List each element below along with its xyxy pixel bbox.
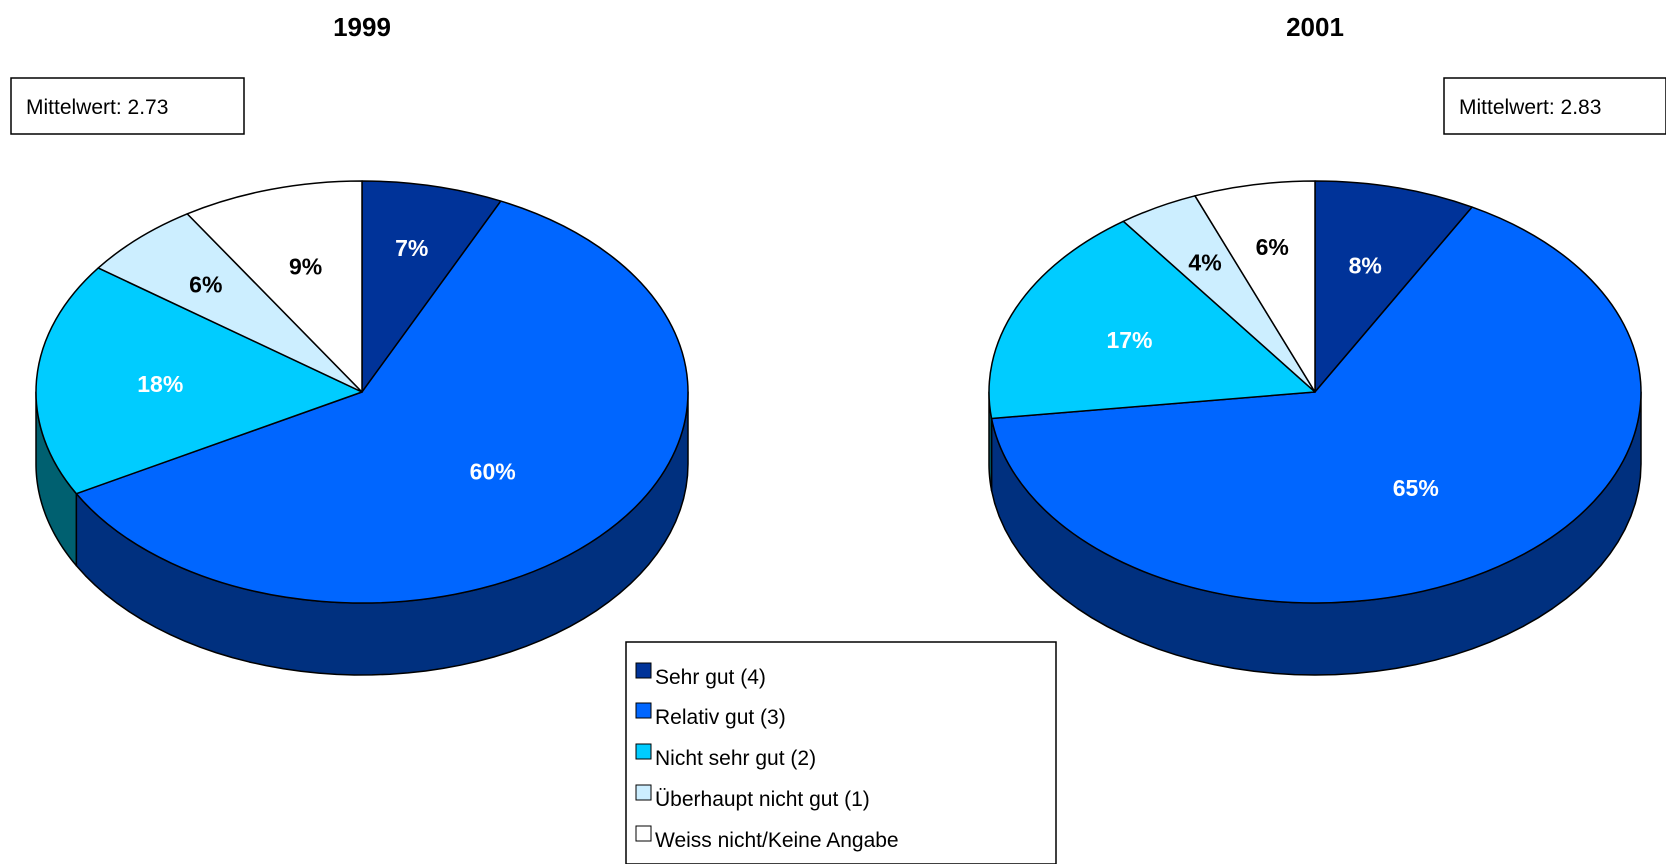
pie-label-ueberhaupt-nicht-gut: 6%: [189, 271, 222, 297]
legend-item-nicht-sehr-gut: Nicht sehr gut (2): [635, 743, 816, 770]
pie-slice-weiss-nicht: [186, 180, 363, 393]
pie-slice-relativ-gut: [990, 206, 1642, 604]
legend-item-ueberhaupt-nicht-gut: Überhaupt nicht gut (1): [635, 784, 870, 811]
legend-label: Sehr gut (4): [655, 666, 766, 689]
mean-label-1999: Mittelwert: 2.73: [26, 96, 168, 119]
pie-label-relativ-gut: 60%: [470, 458, 516, 484]
pie-slice-weiss-nicht: [1194, 180, 1316, 393]
pie-slice-nicht-sehr-gut: [988, 220, 1316, 420]
pie-label-relativ-gut: 65%: [1393, 475, 1439, 501]
legend-item-sehr-gut: Sehr gut (4): [635, 662, 766, 689]
chart-title-2001: 2001: [1286, 12, 1344, 42]
pie-label-weiss-nicht: 6%: [1256, 234, 1289, 260]
legend-swatch: [635, 702, 652, 719]
legend: Sehr gut (4) Relativ gut (3) Nicht sehr …: [625, 641, 1057, 864]
pie-label-weiss-nicht: 9%: [289, 253, 322, 279]
pie-label-sehr-gut: 7%: [395, 235, 428, 261]
pie-slice-sehr-gut: [361, 180, 502, 393]
pie-label-nicht-sehr-gut: 18%: [137, 371, 183, 397]
chart-title-1999: 1999: [333, 12, 391, 42]
pie-slice-ueberhaupt-nicht-gut: [97, 213, 363, 393]
pie-label-nicht-sehr-gut: 17%: [1106, 327, 1152, 353]
pie-slice-sehr-gut: [1314, 180, 1473, 393]
pie-label-ueberhaupt-nicht-gut: 4%: [1188, 250, 1221, 276]
legend-box: [625, 641, 1057, 864]
legend-swatch: [635, 662, 652, 679]
legend-label: Nicht sehr gut (2): [655, 747, 816, 770]
legend-item-weiss-nicht: Weiss nicht/Keine Angabe: [635, 825, 899, 852]
pie-chart-2001: 2001 Mittelwert: 2.83 8% 65% 17% 4% 6%: [988, 12, 1666, 676]
legend-item-relativ-gut: Relativ gut (3): [635, 702, 786, 729]
pie-label-sehr-gut: 8%: [1349, 252, 1382, 278]
pie-slice-relativ-gut: [75, 200, 689, 604]
legend-swatch: [635, 825, 652, 842]
legend-swatch: [635, 743, 652, 760]
pie-chart-1999: 1999 Mittelwert: 2.73 7% 60% 18% 6% 9%: [10, 12, 689, 676]
mean-label-2001: Mittelwert: 2.83: [1459, 96, 1601, 119]
mean-box-2001: [1443, 77, 1666, 135]
pie-slice-nicht-sehr-gut: [35, 267, 363, 495]
legend-swatch: [635, 784, 652, 801]
mean-box-1999: [10, 77, 245, 135]
legend-label: Überhaupt nicht gut (1): [655, 788, 870, 811]
legend-label: Relativ gut (3): [655, 706, 786, 729]
legend-label: Weiss nicht/Keine Angabe: [655, 829, 899, 852]
